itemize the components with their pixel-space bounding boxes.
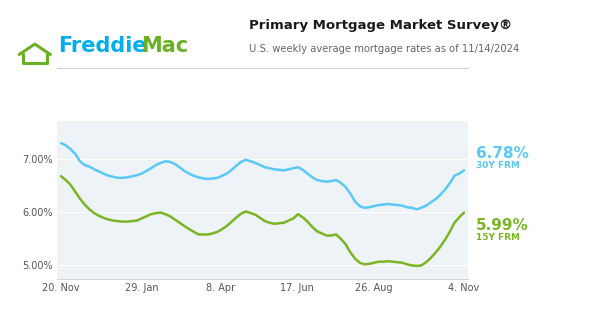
Text: Mac: Mac [141,36,188,56]
Text: Freddie: Freddie [58,36,147,56]
Text: 6.78%: 6.78% [476,146,529,161]
Text: 15Y FRM: 15Y FRM [476,233,520,242]
Text: Primary Mortgage Market Survey®: Primary Mortgage Market Survey® [249,19,512,32]
Text: U.S. weekly average mortgage rates as of 11/14/2024: U.S. weekly average mortgage rates as of… [249,44,519,54]
Text: 5.99%: 5.99% [476,218,529,233]
Text: 30Y FRM: 30Y FRM [476,161,520,170]
